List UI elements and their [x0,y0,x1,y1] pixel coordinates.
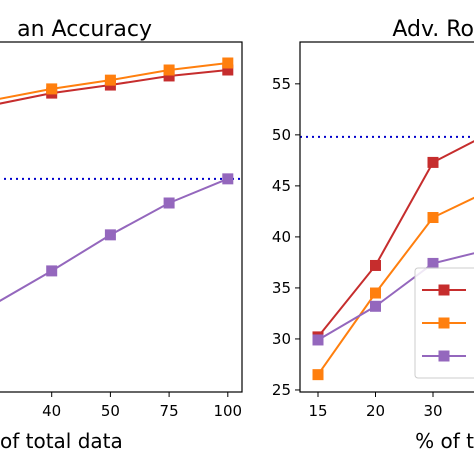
legend-marker [438,284,450,296]
marker [104,229,116,241]
x-tick-label: 100 [213,402,242,420]
y-tick-label: 25 [272,381,291,399]
y-tick-label: 30 [272,330,291,348]
marker [222,57,234,69]
series-line [0,177,229,302]
y-tick-label: 35 [272,279,291,297]
marker [427,212,439,224]
marker [222,64,234,76]
marker [312,369,324,381]
x-tick-label: 75 [160,402,179,420]
marker [46,83,58,95]
plot-area [300,135,474,381]
legend-marker [438,350,450,362]
x-axis-label: % of t [415,429,474,453]
marker [312,334,324,346]
legend-marker [438,317,450,329]
marker [427,156,439,168]
marker [222,173,234,185]
x-tick-label: 30 [423,402,442,420]
marker [163,70,175,82]
y-tick-label: 50 [272,126,291,144]
marker [427,257,439,269]
y-tick-label: 45 [272,177,291,195]
x-tick-label: 15 [308,402,327,420]
marker [370,300,381,312]
x-tick-label: 40 [42,402,61,420]
chart-title: Adv. Ro [392,17,474,42]
series-line [317,196,474,376]
x-axis-label: of total data [0,429,123,453]
x-tick-label: 50 [101,402,120,420]
x-tick-label: 20 [366,402,385,420]
axes-frame [0,41,243,393]
series-line [317,252,474,341]
y-tick-label: 40 [272,228,291,246]
chart-title: an Accuracy [17,17,152,42]
plot-area [0,57,242,302]
marker [163,64,175,76]
marker [163,197,175,209]
marker [370,259,381,271]
marker [46,265,58,277]
y-tick-label: 55 [272,75,291,93]
marker [370,287,381,299]
marker [104,74,116,86]
axes-frame [299,41,474,393]
series-line [317,140,474,338]
